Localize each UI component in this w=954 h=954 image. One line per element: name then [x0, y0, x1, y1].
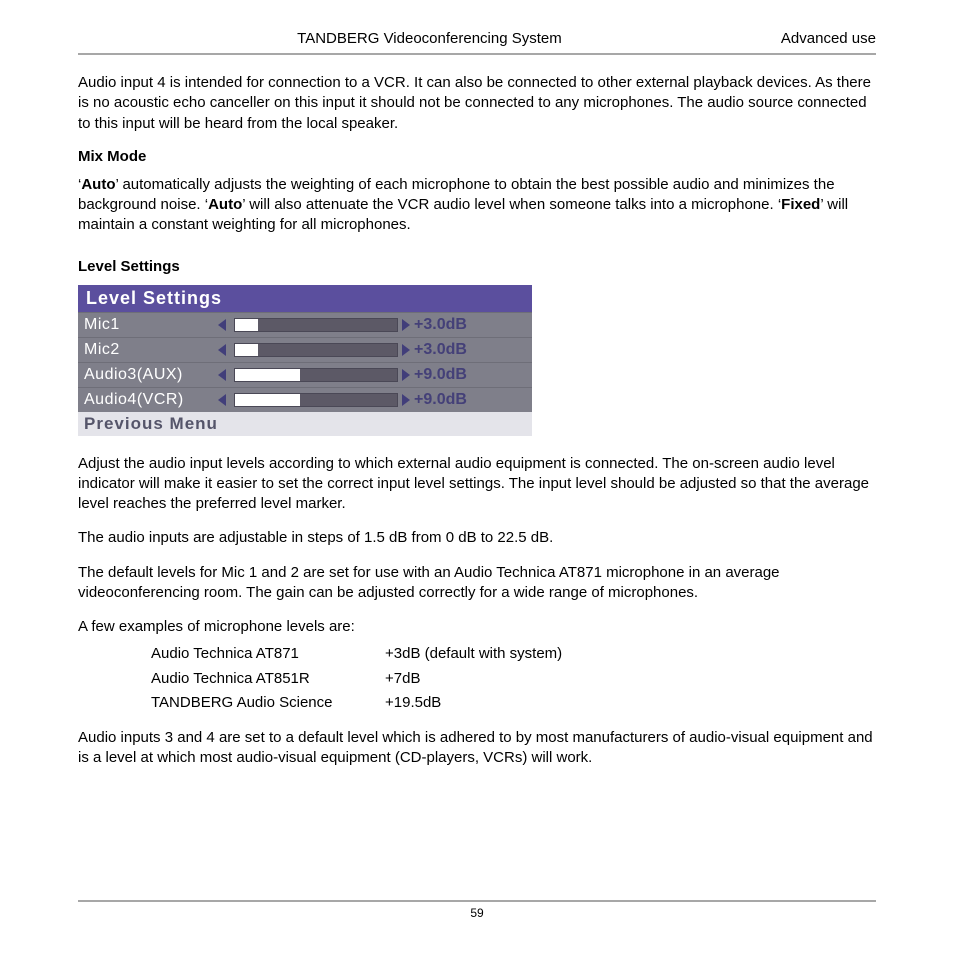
level-row: Audio4(VCR) +9.0dB	[78, 387, 532, 412]
footer-rule	[78, 900, 876, 902]
slider-track[interactable]	[234, 318, 398, 332]
level-row-label: Mic2	[78, 341, 218, 359]
level-settings-panel: Level Settings Mic1 +3.0dB Mic2 +3.0dB Audio…	[78, 285, 532, 436]
example-level: +19.5dB	[384, 692, 563, 714]
example-level: +3dB (default with system)	[384, 643, 563, 665]
example-row: Audio Technica AT871+3dB (default with s…	[150, 643, 563, 665]
example-row: Audio Technica AT851R+7dB	[150, 668, 563, 690]
level-settings-heading: Level Settings	[78, 258, 876, 275]
after-panel-p2: The audio inputs are adjustable in steps…	[78, 528, 876, 548]
level-value: +3.0dB	[414, 316, 467, 334]
level-slider[interactable]	[218, 318, 414, 332]
mix-mode-paragraph: ‘Auto’ automatically adjusts the weighti…	[78, 175, 876, 236]
final-paragraph: Audio inputs 3 and 4 are set to a defaul…	[78, 728, 876, 769]
decrease-icon[interactable]	[218, 369, 226, 381]
level-slider[interactable]	[218, 343, 414, 357]
increase-icon[interactable]	[402, 319, 410, 331]
example-name: TANDBERG Audio Science	[150, 692, 382, 714]
level-value: +9.0dB	[414, 391, 467, 409]
decrease-icon[interactable]	[218, 344, 226, 356]
increase-icon[interactable]	[402, 394, 410, 406]
example-row: TANDBERG Audio Science+19.5dB	[150, 692, 563, 714]
level-slider[interactable]	[218, 368, 414, 382]
header-rule	[78, 53, 876, 55]
after-panel-p1: Adjust the audio input levels according …	[78, 454, 876, 515]
example-name: Audio Technica AT851R	[150, 668, 382, 690]
page-header: TANDBERG Videoconferencing System Advanc…	[78, 30, 876, 53]
example-name: Audio Technica AT871	[150, 643, 382, 665]
intro-paragraph: Audio input 4 is intended for connection…	[78, 73, 876, 134]
previous-menu-button[interactable]: Previous Menu	[78, 412, 532, 436]
after-panel-p3: The default levels for Mic 1 and 2 are s…	[78, 563, 876, 604]
level-row-label: Mic1	[78, 316, 218, 334]
level-row-label: Audio4(VCR)	[78, 391, 218, 409]
level-value: +3.0dB	[414, 341, 467, 359]
page-number: 59	[78, 906, 876, 920]
document-page: TANDBERG Videoconferencing System Advanc…	[78, 30, 876, 783]
increase-icon[interactable]	[402, 344, 410, 356]
decrease-icon[interactable]	[218, 394, 226, 406]
mix-mode-heading: Mix Mode	[78, 148, 876, 165]
example-level: +7dB	[384, 668, 563, 690]
level-row: Mic1 +3.0dB	[78, 312, 532, 337]
panel-title: Level Settings	[78, 285, 532, 312]
page-footer: 59	[78, 900, 876, 920]
header-right: Advanced use	[781, 30, 876, 47]
level-row: Audio3(AUX) +9.0dB	[78, 362, 532, 387]
level-slider[interactable]	[218, 393, 414, 407]
level-row: Mic2 +3.0dB	[78, 337, 532, 362]
level-value: +9.0dB	[414, 366, 467, 384]
header-center: TANDBERG Videoconferencing System	[78, 30, 781, 47]
increase-icon[interactable]	[402, 369, 410, 381]
slider-track[interactable]	[234, 368, 398, 382]
decrease-icon[interactable]	[218, 319, 226, 331]
examples-intro: A few examples of microphone levels are:	[78, 617, 876, 637]
slider-track[interactable]	[234, 343, 398, 357]
slider-track[interactable]	[234, 393, 398, 407]
examples-table: Audio Technica AT871+3dB (default with s…	[148, 641, 565, 716]
level-row-label: Audio3(AUX)	[78, 366, 218, 384]
